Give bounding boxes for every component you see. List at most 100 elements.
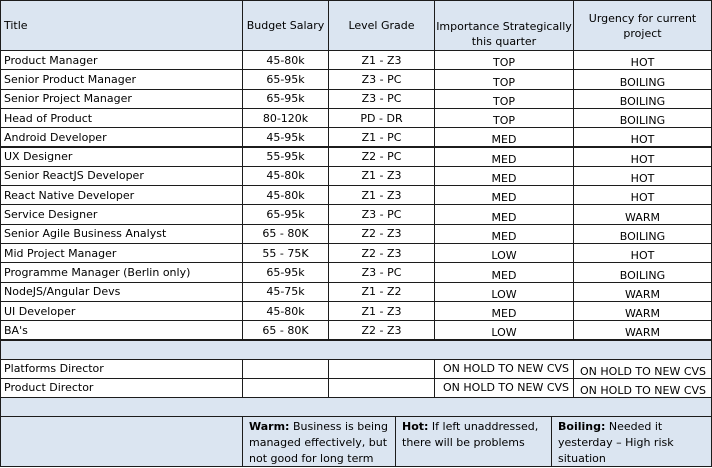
- table-cell-importance: TOP: [492, 75, 515, 89]
- spacer-row: [0, 339, 712, 360]
- hold-urgency-label: ON HOLD TO NEW CVS: [580, 384, 707, 398]
- table-cell-urgency: BOILING: [619, 114, 666, 128]
- cell-urgency: WARM: [573, 320, 712, 341]
- cell-budget: 65-95k: [242, 262, 329, 283]
- header-title-label: Title: [4, 19, 28, 32]
- cell-title: Product Manager: [0, 50, 243, 71]
- table-cell-title: Programme Manager (Berlin only): [4, 265, 191, 279]
- hold-importance: ON HOLD TO NEW CVS: [434, 358, 574, 379]
- cell-level: Z2 - Z3: [328, 223, 435, 244]
- table-cell-title: Product Manager: [4, 53, 98, 67]
- legend-hot-text: Hot: If left unaddressed, there will be …: [402, 419, 551, 451]
- cell-title: Senior ReactJS Developer: [0, 165, 243, 187]
- legend-warm-description: Business is being managed effectively, b…: [249, 420, 388, 466]
- cell-urgency: HOT: [573, 50, 712, 71]
- cell-budget: 45-80k: [242, 300, 329, 322]
- cell-budget: 45-95k: [242, 127, 329, 148]
- cell-title: BA's: [0, 320, 243, 341]
- cell-title: Android Developer: [0, 127, 243, 148]
- cell-importance: MED: [434, 204, 574, 225]
- table-cell-title: Senior Product Manager: [4, 72, 137, 86]
- cell-importance: MED: [434, 146, 574, 167]
- cell-level: Z1 - Z3: [328, 50, 435, 71]
- cell-title: Mid Project Manager: [0, 243, 243, 264]
- table-cell-level: PD - DR: [360, 111, 403, 125]
- cell-level: PD - DR: [328, 107, 435, 129]
- cell-title: UI Developer: [0, 300, 243, 322]
- legend-boiling-label: Boiling:: [558, 420, 606, 434]
- cell-importance: MED: [434, 262, 574, 283]
- cell-level: Z2 - Z3: [328, 320, 435, 341]
- table-cell-importance: MED: [491, 307, 517, 321]
- hold-level: [328, 358, 435, 379]
- header-level: Level Grade: [328, 0, 435, 51]
- header-budget-label: Budget Salary: [246, 19, 325, 32]
- header-level-label: Level Grade: [348, 19, 415, 32]
- table-cell-budget: 65 - 80K: [262, 323, 309, 337]
- cell-budget: 65-95k: [242, 69, 329, 90]
- hold-budget: [242, 358, 329, 379]
- table-cell-urgency: BOILING: [619, 94, 666, 108]
- cell-level: Z1 - PC: [328, 127, 435, 148]
- table-cell-budget: 80-120k: [262, 111, 309, 125]
- table-cell-importance: MED: [491, 210, 517, 224]
- table-cell-level: Z1 - PC: [361, 130, 402, 144]
- hold-title-label: Platforms Director: [4, 362, 104, 376]
- cell-budget: 45-80k: [242, 165, 329, 187]
- cell-urgency: BOILING: [573, 223, 712, 244]
- table-cell-importance: MED: [491, 133, 517, 147]
- table-cell-budget: 55 - 75K: [262, 246, 309, 260]
- cell-level: Z3 - PC: [328, 88, 435, 109]
- cell-level: Z3 - PC: [328, 204, 435, 225]
- cell-level: Z2 - PC: [328, 146, 435, 167]
- header-importance-label: Importance Strategically this quarter: [436, 20, 572, 48]
- table-cell-level: Z2 - PC: [361, 150, 402, 164]
- table-cell-urgency: HOT: [630, 133, 655, 147]
- legend-empty: [0, 416, 243, 467]
- cell-importance: MED: [434, 223, 574, 244]
- cell-title: NodeJS/Angular Devs: [0, 281, 243, 302]
- table-cell-urgency: WARM: [625, 307, 660, 321]
- cell-urgency: WARM: [573, 300, 712, 322]
- cell-level: Z3 - PC: [328, 69, 435, 90]
- table-cell-level: Z3 - PC: [361, 208, 402, 222]
- table-cell-budget: 65-95k: [266, 265, 305, 279]
- cell-urgency: HOT: [573, 243, 712, 264]
- cell-title: Head of Product: [0, 107, 243, 129]
- cell-title: Senior Product Manager: [0, 69, 243, 90]
- cell-level: Z1 - Z2: [328, 281, 435, 302]
- table-cell-importance: MED: [491, 229, 517, 243]
- legend-warm-label: Warm:: [249, 420, 290, 434]
- legend-boiling-description: Needed it yesterday – High risk situatio…: [558, 420, 674, 466]
- table-cell-budget: 45-75k: [266, 285, 305, 299]
- hold-urgency: ON HOLD TO NEW CVS: [573, 377, 712, 399]
- legend-warm-text: Warm: Business is being managed effectiv…: [249, 419, 395, 466]
- table-cell-level: Z2 - Z3: [361, 246, 402, 260]
- cell-budget: 80-120k: [242, 107, 329, 129]
- legend-boiling: Boiling: Needed it yesterday – High risk…: [551, 416, 712, 467]
- table-cell-title: Android Developer: [4, 130, 107, 144]
- table-cell-budget: 55-95k: [266, 150, 305, 164]
- hold-budget: [242, 377, 329, 399]
- cell-title: Senior Project Manager: [0, 88, 243, 109]
- table-cell-urgency: HOT: [630, 56, 655, 70]
- table-cell-level: Z3 - PC: [361, 72, 402, 86]
- cell-level: Z1 - Z3: [328, 300, 435, 322]
- header-importance: Importance Strategically this quarter: [434, 0, 574, 51]
- table-cell-importance: MED: [491, 191, 517, 205]
- table-cell-budget: 45-95k: [266, 130, 305, 144]
- cell-title: Service Designer: [0, 204, 243, 225]
- table-cell-level: Z3 - PC: [361, 265, 402, 279]
- table-cell-importance: MED: [491, 172, 517, 186]
- table-cell-level: Z2 - Z3: [361, 227, 402, 241]
- table-cell-urgency: WARM: [625, 326, 660, 340]
- table-cell-urgency: BOILING: [619, 75, 666, 89]
- cell-importance: TOP: [434, 107, 574, 129]
- table-cell-budget: 65-95k: [266, 72, 305, 86]
- table-cell-title: Mid Project Manager: [4, 246, 117, 260]
- table-cell-level: Z1 - Z3: [361, 304, 402, 318]
- spacer-row: [0, 397, 712, 418]
- table-cell-title: NodeJS/Angular Devs: [4, 285, 121, 299]
- table-cell-title: BA's: [4, 323, 28, 337]
- cell-urgency: BOILING: [573, 262, 712, 283]
